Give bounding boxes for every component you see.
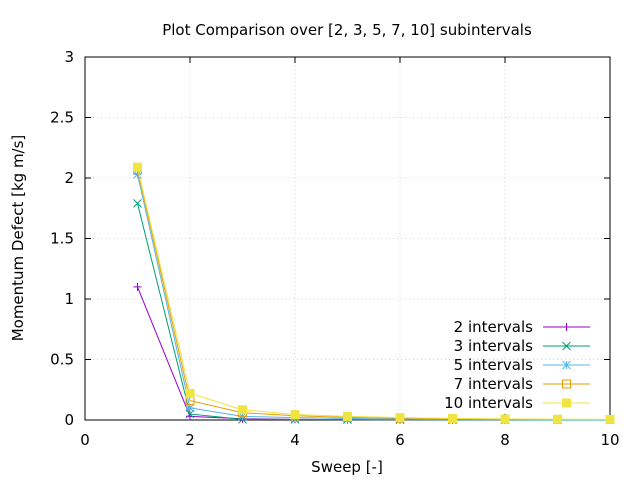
y-tick-label: 2.5	[50, 109, 74, 127]
series-line	[137, 203, 610, 421]
x-tick-label: 10	[600, 431, 619, 449]
legend-marker	[562, 360, 571, 370]
series-line	[137, 166, 611, 420]
legend-label: 2 intervals	[454, 318, 533, 336]
legend-label: 7 intervals	[454, 375, 533, 393]
legend-marker	[562, 341, 571, 351]
x-tick-label: 4	[290, 431, 300, 449]
x-tick-label: 6	[395, 431, 405, 449]
x-tick-label: 2	[185, 431, 195, 449]
x-axis-label: Sweep [-]	[311, 458, 383, 476]
legend-label: 10 intervals	[444, 394, 533, 412]
series-3	[133, 170, 615, 425]
series-5	[133, 162, 615, 424]
data-point	[395, 413, 405, 423]
series-line	[137, 169, 611, 421]
data-point	[185, 388, 195, 398]
y-axis-label: Momentum Defect [kg m/s]	[9, 135, 27, 342]
legend-marker	[562, 323, 571, 331]
series-line	[137, 286, 610, 421]
data-point	[343, 411, 352, 421]
axis-ticks: 0 2 4 6 8 10 0 0.5 1 1.5 2 2.5 3	[50, 48, 619, 449]
legend-label: 5 intervals	[454, 356, 533, 374]
grid	[85, 57, 610, 420]
data-point	[290, 410, 300, 420]
series-layer	[133, 162, 615, 425]
series-line	[137, 174, 611, 421]
chart-title: Plot Comparison over [2, 3, 5, 7, 10] su…	[162, 21, 532, 39]
data-point	[133, 199, 142, 208]
legend-marker	[562, 398, 571, 408]
series-1	[133, 282, 614, 424]
y-tick-label: 1.5	[50, 230, 74, 248]
legend-marker	[562, 379, 571, 389]
data-point	[133, 162, 142, 172]
data-point	[185, 403, 195, 413]
y-tick-label: 0	[64, 411, 74, 429]
data-point	[605, 414, 615, 424]
data-point	[448, 413, 457, 423]
x-tick-label: 8	[500, 431, 510, 449]
y-tick-label: 0.5	[50, 351, 74, 369]
data-point	[238, 405, 247, 415]
y-tick-label: 1	[64, 290, 74, 308]
data-point	[133, 282, 142, 291]
series-2	[133, 199, 615, 425]
data-point	[553, 414, 562, 424]
data-point	[500, 414, 510, 424]
series-4	[133, 165, 615, 425]
y-tick-label: 2	[64, 169, 74, 187]
legend-label: 3 intervals	[454, 337, 533, 355]
y-tick-label: 3	[64, 48, 74, 66]
data-point	[185, 409, 195, 419]
x-tick-label: 0	[80, 431, 90, 449]
